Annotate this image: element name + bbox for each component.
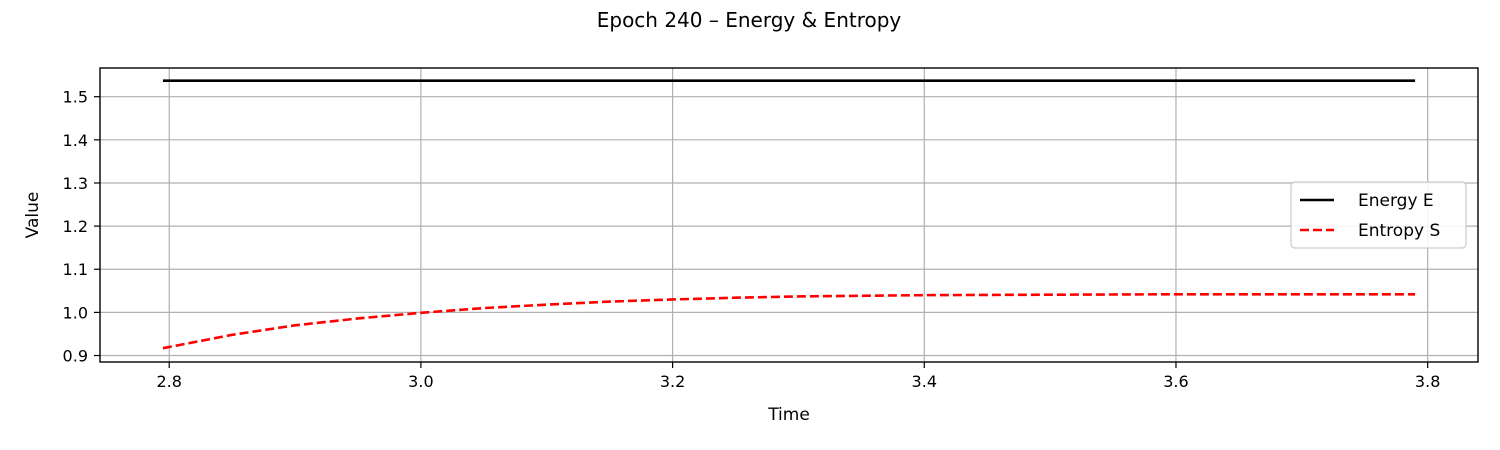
x-tick-label: 3.0 — [408, 372, 433, 391]
series-line-entropy-s — [162, 292, 1416, 350]
y-tick-label: 1.5 — [63, 88, 88, 107]
legend: Energy E Entropy S — [1290, 181, 1467, 249]
x-tick-label: 3.6 — [1163, 372, 1188, 391]
y-tick-label: 1.1 — [63, 260, 88, 279]
y-tick-label: 1.0 — [63, 303, 88, 322]
chart-title: Epoch 240 – Energy & Entropy — [597, 8, 902, 32]
y-tick-label: 1.3 — [63, 174, 88, 193]
x-tick-label: 3.8 — [1415, 372, 1440, 391]
y-tick-label: 0.9 — [63, 347, 88, 366]
legend-box — [1290, 181, 1467, 249]
x-tick-label: 3.2 — [660, 372, 685, 391]
plot-frame — [99, 67, 1479, 363]
legend-entry-label: Energy E — [1358, 191, 1434, 211]
legend-entry-label: Entropy S — [1358, 221, 1440, 241]
y-axis-label: Value — [23, 192, 43, 239]
y-tick-label: 1.4 — [63, 131, 88, 150]
y-tick-label: 1.2 — [63, 217, 88, 236]
grid-layer — [100, 68, 1478, 362]
x-axis-label: Time — [767, 405, 810, 425]
x-tick-label: 2.8 — [156, 372, 181, 391]
series-layer — [162, 79, 1416, 350]
tick-layer: 2.8 3.0 3.2 3.4 3.6 3.8 0.9 1.0 1.1 1.2 1.3 1.4 1.5 — [63, 88, 1441, 391]
x-tick-label: 3.4 — [912, 372, 937, 391]
